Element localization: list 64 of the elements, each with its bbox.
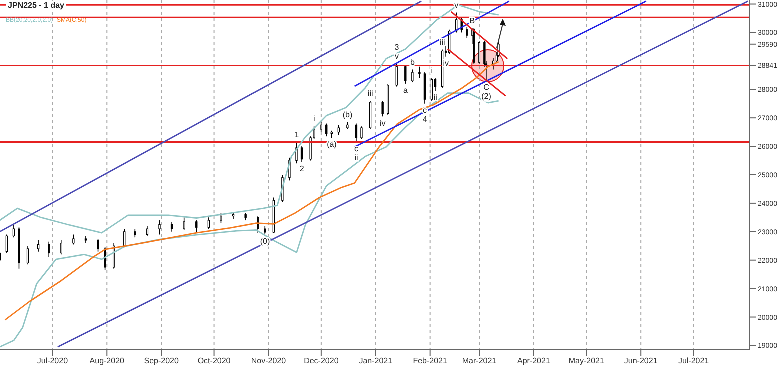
candlestick <box>208 217 210 230</box>
annotation: i <box>431 66 434 76</box>
annotation: (a) <box>327 140 338 150</box>
annotation: a <box>404 86 409 96</box>
candlestick <box>60 240 62 256</box>
x-tick-label: Sep-2020 <box>144 356 180 366</box>
x-tick-label: Dec-2020 <box>304 356 340 366</box>
candlestick <box>396 64 398 88</box>
x-tick-label: Jan-2021 <box>359 356 394 366</box>
candlestick <box>430 78 434 102</box>
candlestick <box>404 65 407 84</box>
annotation: iii <box>440 38 446 47</box>
x-tick-label: Apr-2021 <box>517 356 551 366</box>
annotation: (b) <box>342 110 353 120</box>
candlestick <box>48 241 50 258</box>
annotation: (2) <box>482 92 492 102</box>
x-tick-label: Jul-2020 <box>37 356 69 366</box>
candlestick <box>296 142 298 164</box>
annotation: C <box>484 83 490 92</box>
candlestick <box>158 220 161 236</box>
annotation: ii <box>354 153 359 162</box>
candlestick <box>26 246 30 266</box>
candlestick <box>412 69 414 83</box>
candlestick <box>326 123 328 137</box>
candlestick <box>37 240 40 252</box>
x-tick-label: Nov-2020 <box>251 356 287 366</box>
x-tick-label: Mar-2021 <box>462 356 498 366</box>
annotation: iv <box>380 118 386 128</box>
annotation: i <box>314 114 316 124</box>
candlestick <box>478 40 481 64</box>
candlestick <box>72 234 75 246</box>
candlestick <box>6 234 8 254</box>
line-series <box>0 4 500 234</box>
candlestick <box>382 100 384 118</box>
annotation: c <box>354 144 359 154</box>
candlestick <box>196 220 198 234</box>
candlestick <box>300 146 304 163</box>
candlestick <box>320 122 322 133</box>
candlestick <box>12 224 16 238</box>
x-tick-label: Jul-2021 <box>678 356 710 366</box>
annotation: 2 <box>300 164 305 174</box>
annotation: 3 <box>394 43 400 52</box>
annotation: b <box>410 58 416 67</box>
x-tick-label: Feb-2021 <box>413 356 448 366</box>
candlestick <box>97 238 100 252</box>
candlestick <box>355 123 358 143</box>
candlestick <box>418 66 421 79</box>
candlestick <box>146 226 149 237</box>
candlestick <box>466 26 468 39</box>
candlestick <box>170 222 174 232</box>
annotation: v <box>394 52 399 62</box>
x-tick-label: Aug-2020 <box>90 356 126 366</box>
x-tick-label: Jun-2021 <box>624 356 658 366</box>
candlestick <box>220 213 222 224</box>
annotation: iii <box>368 89 374 98</box>
candlestick <box>360 126 363 140</box>
annotation: 4 <box>422 114 428 124</box>
x-tick-label: May-2021 <box>568 356 605 366</box>
candlestick <box>338 124 340 136</box>
chart-title: JPN225 - 1 day <box>6 1 66 10</box>
annotation: ii <box>434 93 438 102</box>
annotation: 1 <box>294 130 300 140</box>
x-tick-label: Oct-2020 <box>198 356 232 366</box>
candlestick <box>183 217 186 231</box>
